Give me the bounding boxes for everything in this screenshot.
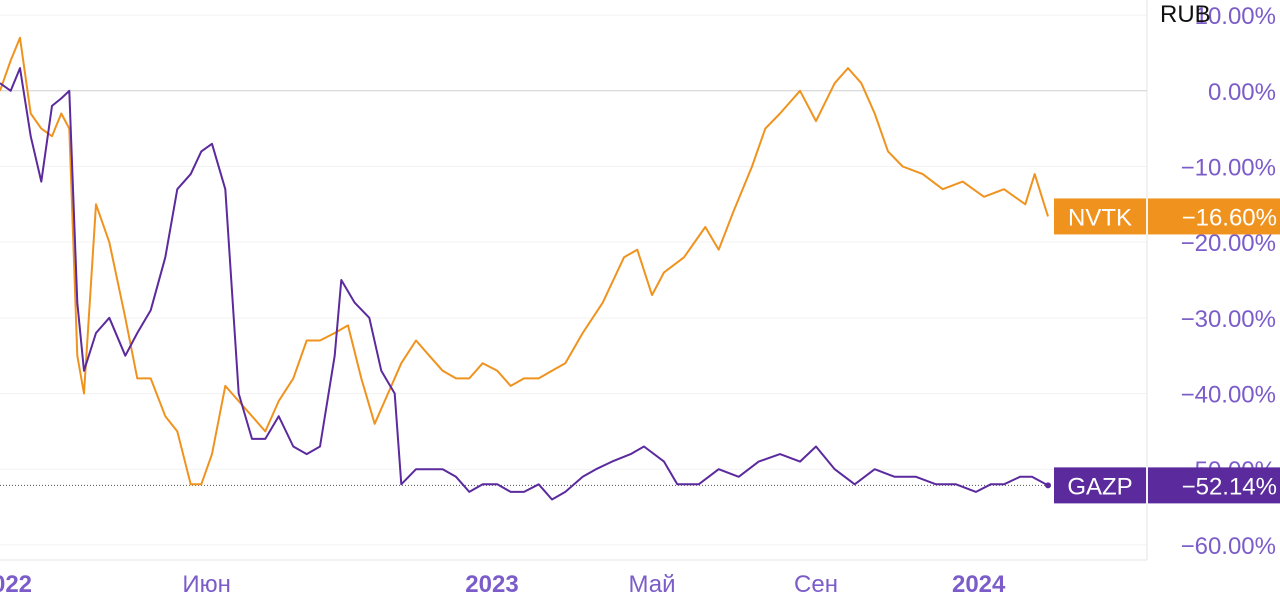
y-tick-label: −20.00% bbox=[1181, 230, 1276, 257]
y-tick-label: 0.00% bbox=[1208, 79, 1276, 106]
gazp-name-tag bbox=[1054, 467, 1146, 504]
nvtk-name-label: NVTK bbox=[1068, 204, 1132, 231]
x-tick-label: Сен bbox=[794, 571, 838, 598]
y-tick-label: −10.00% bbox=[1181, 154, 1276, 181]
y-tick-label: −40.00% bbox=[1181, 382, 1276, 409]
x-tick-label: 2022 bbox=[0, 571, 32, 598]
series-tags: NVTK −16.60% GAZP −52.14% bbox=[1054, 198, 1280, 504]
nvtk-value-label: −16.60% bbox=[1182, 204, 1277, 231]
grid-lines bbox=[0, 14, 1147, 546]
x-tick-label: 2023 bbox=[465, 571, 518, 598]
gazp-line bbox=[0, 67, 1049, 501]
nvtk-name-tag bbox=[1054, 198, 1146, 235]
currency-label: RUB bbox=[1160, 1, 1211, 28]
x-tick-label: 2024 bbox=[952, 571, 1006, 598]
series-layer bbox=[0, 36, 1051, 501]
y-tick-label: 10.00% bbox=[1195, 3, 1276, 30]
x-axis-ticks: 2022 Июн 2023 Май Сен 2024 bbox=[0, 571, 1006, 598]
x-tick-label: Май bbox=[628, 571, 675, 598]
gazp-name-label: GAZP bbox=[1067, 473, 1132, 500]
y-tick-label: −60.00% bbox=[1181, 533, 1276, 560]
x-tick-label: Июн bbox=[182, 571, 231, 598]
gazp-last-point bbox=[1045, 482, 1051, 489]
gazp-value-tag bbox=[1148, 467, 1280, 504]
y-axis-ticks: 10.00% 0.00% −10.00% −20.00% −30.00% −40.00% −… bbox=[1181, 3, 1276, 560]
y-tick-label: −30.00% bbox=[1181, 306, 1276, 333]
gazp-value-label: −52.14% bbox=[1182, 473, 1277, 500]
nvtk-value-tag bbox=[1148, 198, 1280, 235]
nvtk-line bbox=[0, 36, 1049, 486]
